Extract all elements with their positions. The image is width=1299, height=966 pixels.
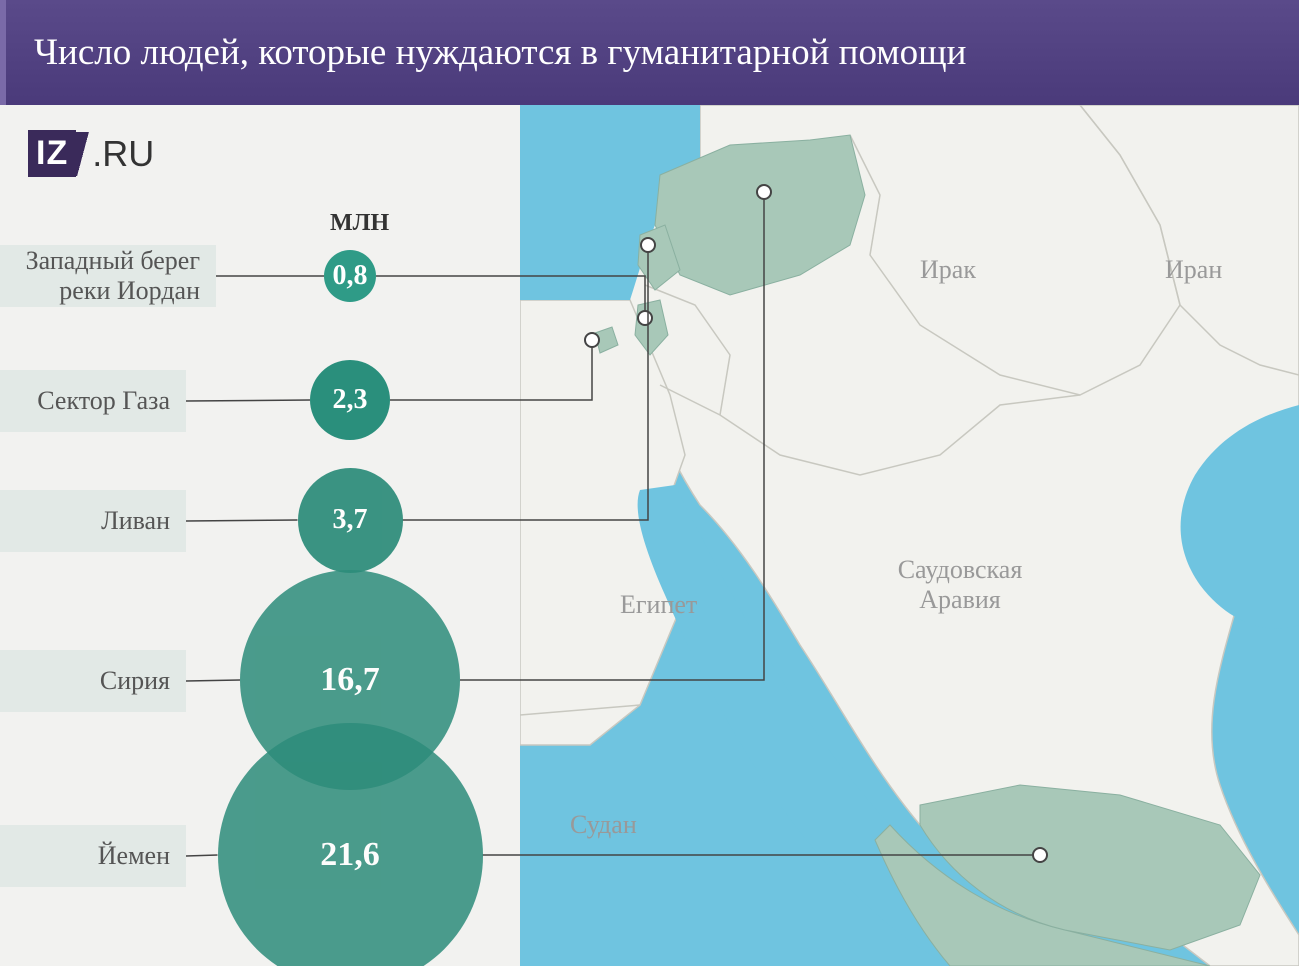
bubble-yemen: 21,6	[218, 723, 483, 966]
bubble-lebanon: 3,7	[298, 468, 403, 573]
infographic-canvas: Число людей, которые нуждаются в гуманит…	[0, 0, 1299, 966]
bubble-west-bank: 0,8	[324, 250, 376, 302]
country-label: Иран	[1165, 255, 1222, 285]
connector-label-syria	[186, 680, 240, 681]
row-label-yemen: Йемен	[0, 825, 186, 887]
row-label-text-west-bank: Западный берегреки Иордан	[26, 246, 200, 306]
connector-label-yemen	[186, 855, 218, 856]
header-bar: Число людей, которые нуждаются в гуманит…	[0, 0, 1299, 105]
connector-label-lebanon	[186, 520, 298, 521]
logo-slash-icon	[76, 132, 90, 176]
row-label-text-syria: Сирия	[100, 666, 170, 696]
bubble-value-yemen: 21,6	[320, 836, 380, 874]
logo-suffix: .RU	[92, 133, 154, 175]
source-logo: IZ .RU	[28, 130, 154, 177]
bubble-value-syria: 16,7	[320, 661, 380, 699]
country-label: Египет	[620, 590, 697, 620]
logo-box: IZ	[28, 130, 76, 177]
bubble-value-lebanon: 3,7	[333, 504, 368, 536]
row-label-text-yemen: Йемен	[98, 841, 170, 871]
row-label-syria: Сирия	[0, 650, 186, 712]
row-label-west-bank: Западный берегреки Иордан	[0, 245, 216, 307]
bubble-value-gaza: 2,3	[333, 384, 368, 416]
country-label: СаудовскаяАравия	[898, 555, 1023, 615]
connector-label-gaza	[186, 400, 310, 401]
bubble-value-west-bank: 0,8	[333, 260, 368, 292]
country-label: Судан	[570, 810, 637, 840]
unit-label: МЛН	[330, 210, 389, 237]
bubble-gaza: 2,3	[310, 360, 390, 440]
row-label-text-lebanon: Ливан	[101, 506, 170, 536]
row-label-lebanon: Ливан	[0, 490, 186, 552]
page-title: Число людей, которые нуждаются в гуманит…	[34, 31, 966, 74]
row-label-text-gaza: Сектор Газа	[37, 386, 170, 416]
country-label: Ирак	[920, 255, 976, 285]
row-label-gaza: Сектор Газа	[0, 370, 186, 432]
